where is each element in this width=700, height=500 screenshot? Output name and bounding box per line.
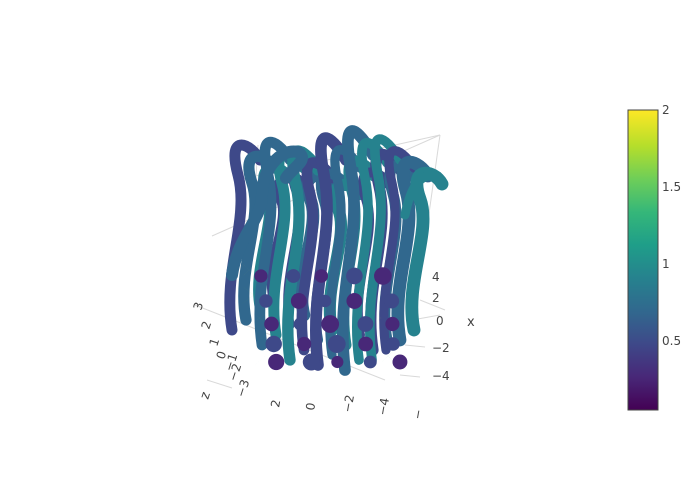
- x-tick: 0: [436, 314, 444, 328]
- streamtube-highlight: [296, 260, 323, 280]
- streamtube: [310, 132, 352, 371]
- y-axis: 2 0 −2 −4 −: [268, 394, 426, 421]
- streamtube: [224, 139, 266, 336]
- streamtube-crosssection: [346, 267, 363, 285]
- z-axis-title: z: [198, 390, 214, 401]
- colorbar-tick-label: 2: [662, 103, 670, 117]
- z-tick: 3: [191, 300, 207, 312]
- z-tick: −2: [226, 362, 245, 383]
- streamtube-crosssection: [392, 354, 408, 370]
- streamtube-highlight: [270, 259, 293, 281]
- z-tick: −3: [234, 378, 253, 399]
- streamtube-crosssection: [384, 293, 400, 309]
- streamtube-crosssection: [358, 336, 374, 352]
- streamtube-highlight: [306, 307, 331, 329]
- streamtubes: [224, 125, 449, 376]
- streamtube-crosssection: [268, 353, 285, 371]
- streamtube: [364, 134, 405, 365]
- x-axis: 4 2 0 −2 −4 x: [432, 270, 475, 383]
- streamtube-crosssection: [357, 316, 374, 332]
- streamtube-highlight: [286, 347, 312, 365]
- streamtube: [226, 145, 308, 281]
- y-tick: 0: [303, 402, 318, 412]
- streamtube-crosssection: [321, 315, 340, 333]
- streamtube-highlight: [332, 261, 353, 279]
- colorbar-tick-label: 1: [662, 257, 670, 271]
- streamtube-crosssection: [314, 269, 329, 283]
- streamtube: [400, 170, 443, 220]
- streamtube-crosssection: [327, 335, 346, 353]
- streamtube-crosssection: [346, 293, 363, 309]
- streamtube-highlight: [369, 285, 390, 305]
- streamtube-highlight: [251, 327, 273, 349]
- z-tick: −1: [222, 352, 241, 373]
- streamtube-crosssection: [286, 269, 301, 283]
- x-tick: 4: [432, 270, 440, 284]
- z-axis: 3 2 1 0 −1 −2 −3 z: [191, 300, 253, 401]
- streamtube-crosssection: [386, 337, 400, 351]
- streamtube-highlight: [238, 259, 260, 281]
- streamtube-crosssection: [259, 294, 273, 308]
- streamtube-highlight: [276, 284, 298, 306]
- colorbar: 2 1.5 1 0.5: [627, 103, 681, 411]
- streamtube-highlight: [371, 309, 390, 327]
- y-tick: −4: [375, 397, 392, 417]
- streamtube-crosssection: [363, 355, 377, 369]
- streamtube-crosssection: [293, 317, 307, 331]
- streamtube-crosssection: [265, 335, 282, 353]
- y-tick: −2: [340, 394, 357, 414]
- streamtube-highlight: [241, 285, 267, 305]
- streamtube: [336, 125, 379, 376]
- streamtube-highlight: [313, 329, 336, 347]
- streamtube-crosssection: [264, 316, 279, 332]
- y-tick: 2: [268, 399, 283, 409]
- z-tick: 0: [214, 349, 230, 361]
- streamtube-crosssection: [302, 353, 320, 371]
- x-tick: −4: [432, 369, 450, 383]
- streamtube-highlight: [316, 347, 335, 365]
- streamtube-highlight: [303, 285, 323, 305]
- streamtube-crosssection: [318, 294, 332, 308]
- x-axis-title: x: [467, 315, 475, 330]
- y-tick: −: [410, 408, 426, 420]
- z-tick: 2: [199, 319, 215, 331]
- colorbar-tick-label: 1.5: [662, 180, 681, 194]
- streamtube-crosssection: [331, 355, 344, 369]
- streamtube-highlight: [345, 345, 371, 367]
- colorbar-gradient: [627, 109, 659, 411]
- streamtube-highlight: [278, 307, 299, 329]
- streamtube-crosssection: [297, 336, 312, 352]
- streamtube-highlights: [238, 259, 408, 371]
- streamtube-highlight: [368, 327, 394, 349]
- streamtube-crosssection: [290, 293, 307, 309]
- colorbar-tick-label: 0.5: [662, 334, 681, 348]
- streamtube-crosssection: [254, 269, 268, 283]
- streamtube-crosssection: [385, 316, 400, 332]
- x-tick: 2: [432, 291, 440, 305]
- x-tick: −2: [432, 341, 450, 355]
- streamtube-crosssection: [374, 267, 392, 285]
- z-tick: 1: [207, 336, 223, 348]
